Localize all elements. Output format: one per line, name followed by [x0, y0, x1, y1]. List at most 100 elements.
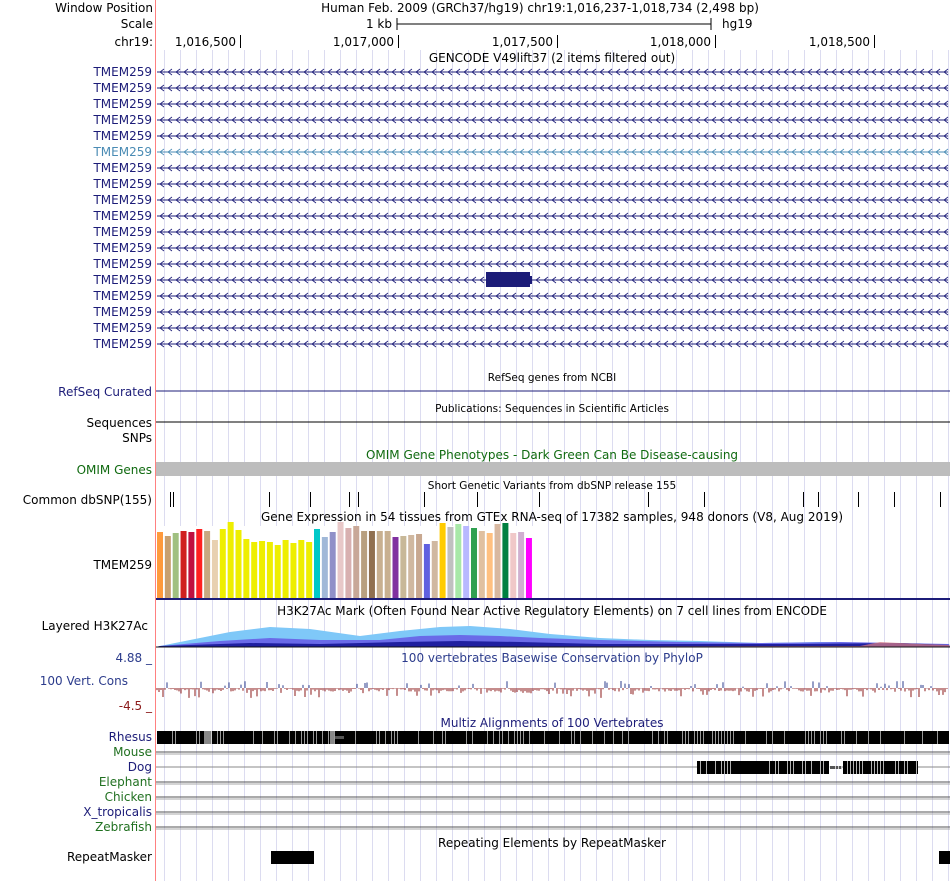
- gtex-tissue-bar[interactable]: [525, 538, 532, 598]
- repeat-element[interactable]: [271, 851, 314, 864]
- gene-label[interactable]: TMEM259: [92, 81, 152, 95]
- gencode-track[interactable]: TMEM259 TMEM259 TMEM259 TMEM259 TMEM259 TMEM2…: [92, 65, 949, 351]
- gene-label[interactable]: TMEM259: [92, 209, 152, 223]
- omim-genes-label[interactable]: OMIM Genes: [77, 463, 152, 477]
- gtex-tissue-bar[interactable]: [298, 540, 305, 598]
- gtex-tissue-bar[interactable]: [439, 523, 446, 598]
- gtex-tissue-bar[interactable]: [455, 524, 462, 598]
- gene-label[interactable]: TMEM259: [92, 289, 152, 303]
- alignment-block[interactable]: [157, 731, 949, 744]
- gene-label[interactable]: TMEM259: [92, 257, 152, 271]
- species-label[interactable]: Rhesus: [109, 730, 152, 744]
- h3k27ac-signal[interactable]: [156, 626, 950, 648]
- repeat-element[interactable]: [939, 851, 950, 864]
- gtex-tissue-bar[interactable]: [172, 533, 179, 598]
- gene-label[interactable]: TMEM259: [92, 337, 152, 351]
- gtex-tissue-bar[interactable]: [345, 528, 352, 598]
- gtex-tissue-bar[interactable]: [227, 522, 234, 598]
- gtex-tissue-bar[interactable]: [486, 533, 493, 598]
- gene-label[interactable]: TMEM259: [92, 145, 152, 159]
- gtex-tissue-bar[interactable]: [463, 526, 470, 598]
- species-label[interactable]: Dog: [128, 760, 152, 774]
- gtex-tissue-bar[interactable]: [314, 529, 320, 598]
- gtex-tissue-bar[interactable]: [368, 531, 375, 598]
- gtex-tissue-bar[interactable]: [290, 543, 297, 598]
- repeatmasker-label[interactable]: RepeatMasker: [67, 850, 152, 864]
- gtex-tissue-bar[interactable]: [329, 532, 336, 598]
- species-label[interactable]: Mouse: [113, 745, 152, 759]
- gtex-tissue-bar[interactable]: [376, 531, 383, 598]
- gtex-tissue-bar[interactable]: [510, 533, 517, 598]
- gtex-tissue-bar[interactable]: [188, 532, 195, 598]
- alignment-gap: [830, 766, 842, 769]
- exon-block[interactable]: [528, 276, 532, 284]
- gene-label[interactable]: TMEM259: [92, 193, 152, 207]
- gtex-tissue-bar[interactable]: [282, 540, 289, 598]
- species-label[interactable]: Elephant: [99, 775, 152, 789]
- gtex-tissue-bar[interactable]: [400, 536, 407, 598]
- gtex-tissue-bar[interactable]: [384, 531, 391, 598]
- omim-gene-bar[interactable]: [156, 462, 950, 476]
- gtex-tissue-bar[interactable]: [164, 536, 171, 598]
- gene-label[interactable]: TMEM259: [92, 225, 152, 239]
- gtex-tissue-bar[interactable]: [259, 541, 266, 598]
- gtex-tissue-bar[interactable]: [204, 531, 211, 598]
- gtex-tissue-bar[interactable]: [243, 539, 250, 598]
- gene-label[interactable]: TMEM259: [92, 65, 152, 79]
- gtex-tissue-bar[interactable]: [196, 529, 203, 598]
- gtex-tissue-bar[interactable]: [321, 537, 328, 598]
- gtex-tissue-bar[interactable]: [219, 529, 226, 598]
- gtex-tissue-bar[interactable]: [266, 542, 273, 598]
- gene-label[interactable]: TMEM259: [92, 177, 152, 191]
- gene-label[interactable]: TMEM259: [92, 97, 152, 111]
- strand-arrows: [159, 324, 949, 332]
- gtex-tissue-bar[interactable]: [361, 531, 368, 598]
- gtex-tissue-bar[interactable]: [274, 545, 281, 598]
- gtex-tissue-bar[interactable]: [518, 532, 525, 598]
- gtex-gene-label[interactable]: TMEM259: [92, 558, 152, 572]
- gene-label[interactable]: TMEM259: [92, 161, 152, 175]
- multiz-alignments[interactable]: RhesusMouseDogElephantChickenX_tropicali…: [83, 730, 950, 834]
- species-label[interactable]: Chicken: [105, 790, 152, 804]
- position-ruler[interactable]: 1,016,500 1,017,000 1,017,500 1,018,000 1,01…: [175, 35, 875, 49]
- gene-label[interactable]: TMEM259: [92, 273, 152, 287]
- gtex-tissue-bar[interactable]: [157, 532, 163, 598]
- gtex-tissue-bar[interactable]: [478, 531, 485, 598]
- dbsnp-variants[interactable]: [170, 492, 941, 507]
- common-dbsnp-label[interactable]: Common dbSNP(155): [23, 493, 152, 507]
- phylop-conservation-bars[interactable]: [156, 681, 948, 698]
- gtex-tissue-bar[interactable]: [447, 527, 454, 598]
- h3k27ac-layer[interactable]: [156, 641, 950, 647]
- gtex-tissue-bar[interactable]: [353, 526, 360, 598]
- gtex-tissue-bar[interactable]: [431, 541, 438, 598]
- refseq-curated-label[interactable]: RefSeq Curated: [58, 385, 152, 399]
- gene-label[interactable]: TMEM259: [92, 113, 152, 127]
- gtex-tissue-bar[interactable]: [251, 542, 258, 598]
- gene-label[interactable]: TMEM259: [92, 305, 152, 319]
- layered-h3k27ac-label[interactable]: Layered H3K27Ac: [42, 619, 148, 633]
- gtex-tissue-bar[interactable]: [408, 535, 415, 598]
- gtex-tissue-bar[interactable]: [235, 530, 242, 598]
- gtex-tissue-bar[interactable]: [416, 534, 423, 598]
- gtex-tissue-bar[interactable]: [423, 544, 430, 598]
- gene-label[interactable]: TMEM259: [92, 241, 152, 255]
- gtex-tissue-bar[interactable]: [471, 528, 477, 598]
- gtex-tissue-bar[interactable]: [306, 542, 313, 598]
- phylop-track-label[interactable]: 100 Vert. Cons: [40, 674, 128, 688]
- sequences-label[interactable]: Sequences: [87, 416, 152, 430]
- gene-label[interactable]: TMEM259: [92, 321, 152, 335]
- alignment-block[interactable]: [697, 761, 829, 774]
- snps-label[interactable]: SNPs: [122, 431, 152, 445]
- gtex-tissue-bar[interactable]: [494, 524, 501, 598]
- gtex-tissue-bar[interactable]: [337, 522, 344, 598]
- exon-block[interactable]: [486, 272, 530, 287]
- gtex-tissue-bar[interactable]: [392, 537, 399, 598]
- species-label[interactable]: X_tropicalis: [83, 805, 152, 819]
- gtex-expression-bars[interactable]: [157, 522, 534, 599]
- gtex-tissue-bar[interactable]: [180, 531, 187, 598]
- gtex-tissue-bar[interactable]: [502, 523, 509, 598]
- gtex-tissue-bar[interactable]: [211, 540, 218, 598]
- gene-label[interactable]: TMEM259: [92, 129, 152, 143]
- species-label[interactable]: Zebrafish: [95, 820, 152, 834]
